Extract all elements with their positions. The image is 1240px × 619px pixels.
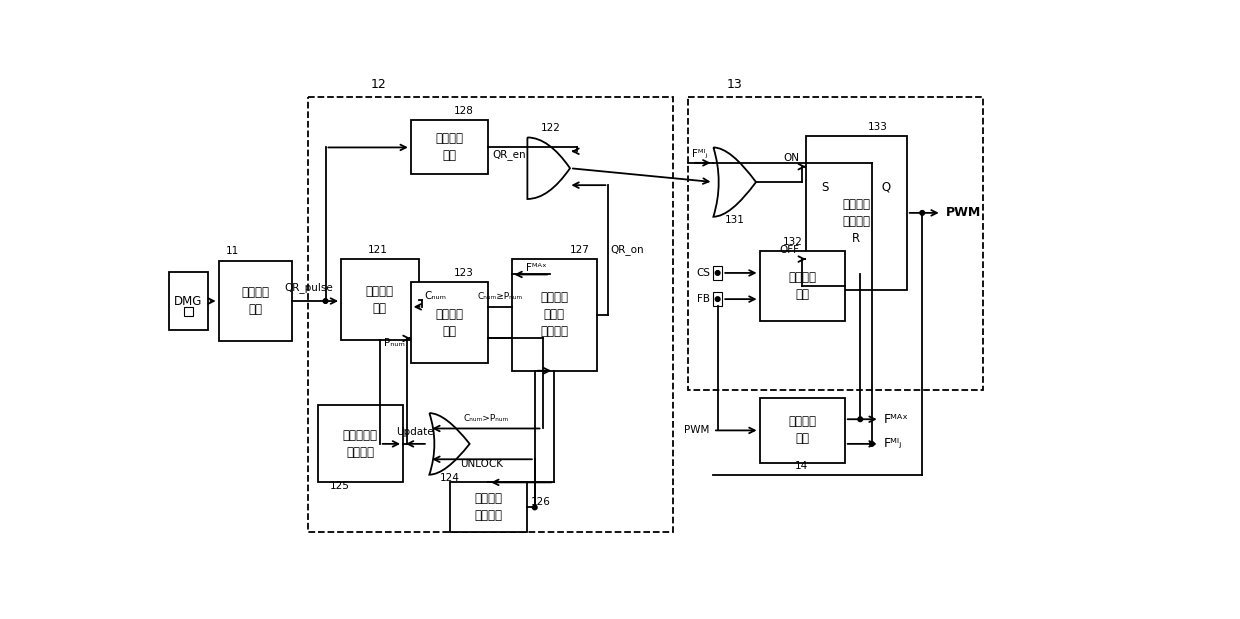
- Bar: [449, 482, 527, 532]
- Text: UNLOCK: UNLOCK: [460, 459, 503, 469]
- Text: ON: ON: [784, 152, 800, 163]
- Text: 过零检测
电路: 过零检测 电路: [242, 286, 269, 316]
- Text: QR_on: QR_on: [611, 245, 645, 256]
- Bar: [759, 251, 844, 321]
- PathPatch shape: [527, 137, 570, 199]
- Bar: [218, 261, 293, 342]
- Text: Fᴹᴵⱼ: Fᴹᴵⱼ: [692, 149, 707, 158]
- PathPatch shape: [713, 147, 756, 217]
- Text: 延时抖动
电路: 延时抖动 电路: [435, 132, 464, 162]
- Text: 谷底锁定
计时电路: 谷底锁定 计时电路: [474, 492, 502, 522]
- Text: 132: 132: [782, 237, 802, 247]
- Bar: [309, 97, 672, 532]
- Text: 131: 131: [724, 215, 745, 225]
- Circle shape: [715, 297, 720, 301]
- Bar: [317, 405, 403, 482]
- Bar: [169, 272, 207, 330]
- Text: Fᴹᴬˣ: Fᴹᴬˣ: [526, 262, 547, 272]
- PathPatch shape: [429, 413, 470, 475]
- Text: Fᴹᴬˣ: Fᴹᴬˣ: [883, 413, 908, 426]
- Circle shape: [869, 441, 874, 446]
- Text: 122: 122: [541, 123, 560, 133]
- Bar: [184, 307, 193, 316]
- Text: 123: 123: [454, 268, 474, 278]
- Text: 133: 133: [868, 122, 888, 132]
- Text: 14: 14: [795, 461, 807, 471]
- Text: 13: 13: [727, 78, 743, 91]
- Text: FB: FB: [697, 294, 709, 304]
- Bar: [713, 266, 722, 280]
- Text: CS: CS: [696, 268, 709, 278]
- Text: 时间设定
电路: 时间设定 电路: [789, 415, 816, 446]
- Text: 自适应谷底
锁存电路: 自适应谷底 锁存电路: [343, 429, 378, 459]
- Text: 11: 11: [226, 246, 239, 256]
- Text: QR_en: QR_en: [492, 149, 526, 160]
- Bar: [410, 282, 489, 363]
- Text: 124: 124: [439, 473, 460, 483]
- Text: DMG: DMG: [174, 295, 202, 308]
- Text: 谷底锁定
及单向
切换电路: 谷底锁定 及单向 切换电路: [541, 292, 568, 339]
- Text: 127: 127: [569, 245, 589, 255]
- Bar: [713, 292, 722, 306]
- Text: 126: 126: [531, 498, 551, 508]
- Text: PWM: PWM: [945, 206, 981, 219]
- Text: Fᴹᴵⱼ: Fᴹᴵⱼ: [883, 438, 901, 451]
- Text: 121: 121: [368, 245, 388, 255]
- Text: 125: 125: [330, 480, 350, 490]
- Text: 谷底计数
电路: 谷底计数 电路: [366, 285, 394, 314]
- Text: Pₙᵤₘ: Pₙᵤₘ: [383, 338, 404, 348]
- Bar: [806, 136, 906, 290]
- Text: PWM: PWM: [683, 425, 709, 435]
- Text: Update: Update: [397, 426, 434, 436]
- Text: 谷底比较
电路: 谷底比较 电路: [435, 308, 464, 337]
- Circle shape: [858, 417, 863, 422]
- Text: 128: 128: [454, 106, 474, 116]
- Circle shape: [324, 299, 327, 303]
- Circle shape: [532, 505, 537, 509]
- Bar: [688, 97, 982, 390]
- Bar: [410, 121, 489, 175]
- Circle shape: [715, 271, 720, 275]
- Text: QR_pulse: QR_pulse: [284, 282, 334, 293]
- Text: Cₙᵤₘ>Pₙᵤₘ: Cₙᵤₘ>Pₙᵤₘ: [464, 413, 508, 423]
- Text: 12: 12: [371, 78, 386, 91]
- Text: Cₙᵤₘ≥Pₙᵤₘ: Cₙᵤₘ≥Pₙᵤₘ: [477, 292, 522, 301]
- Text: 峰值限流
电路: 峰值限流 电路: [789, 271, 816, 301]
- Bar: [759, 397, 844, 463]
- Text: OFF: OFF: [780, 245, 800, 255]
- Bar: [511, 259, 596, 371]
- Circle shape: [920, 210, 925, 215]
- Text: S              Q
驱动脉冲
产生模块
R: S Q 驱动脉冲 产生模块 R: [822, 181, 890, 245]
- Text: Cₙᵤₘ: Cₙᵤₘ: [424, 291, 446, 301]
- Bar: [341, 259, 419, 340]
